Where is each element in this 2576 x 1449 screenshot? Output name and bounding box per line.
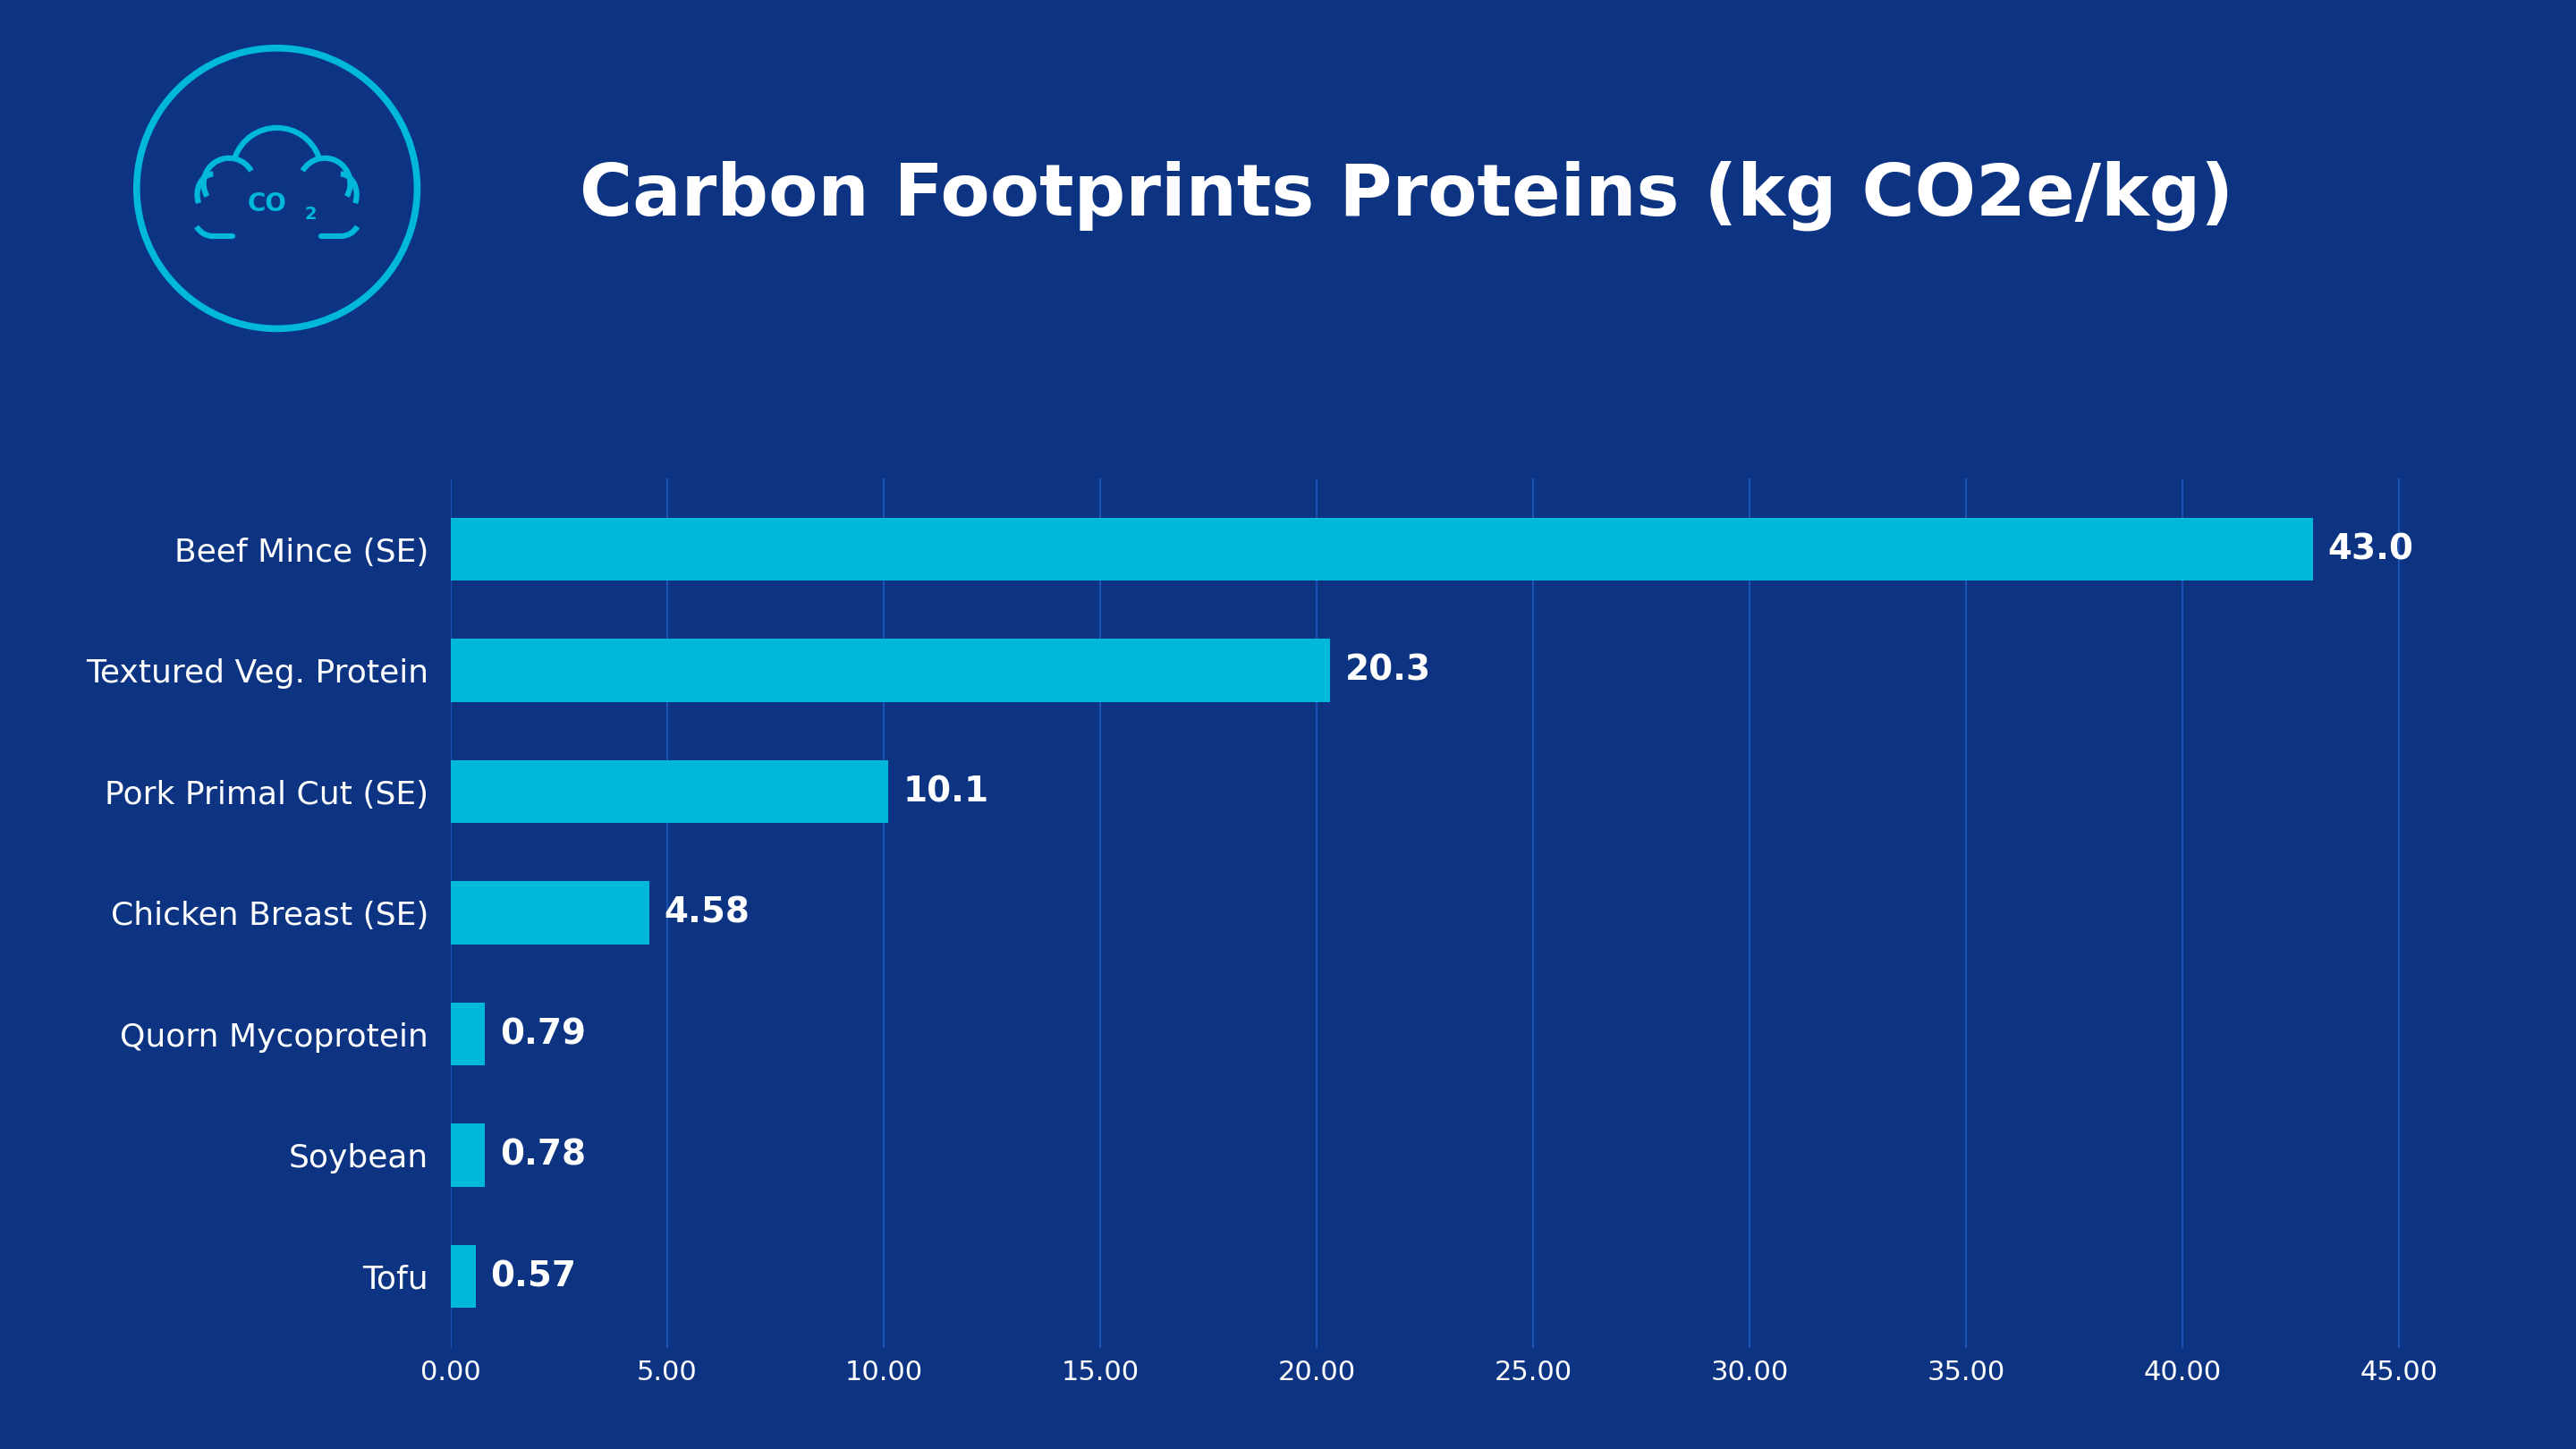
- Text: 10.1: 10.1: [904, 775, 989, 809]
- Bar: [451, 881, 649, 945]
- Bar: [451, 1003, 484, 1065]
- Text: 4.58: 4.58: [665, 895, 750, 930]
- Text: 2: 2: [304, 206, 317, 222]
- Bar: [451, 639, 1329, 701]
- Bar: [451, 761, 889, 823]
- Bar: [451, 1245, 477, 1308]
- Text: 20.3: 20.3: [1345, 653, 1430, 687]
- Text: 0.79: 0.79: [500, 1017, 585, 1051]
- Text: Carbon Footprints Proteins (kg CO2e/kg): Carbon Footprints Proteins (kg CO2e/kg): [580, 161, 2233, 230]
- Text: 0.78: 0.78: [500, 1139, 585, 1172]
- Text: 43.0: 43.0: [2329, 532, 2414, 567]
- Text: CO: CO: [247, 191, 286, 217]
- Text: 0.57: 0.57: [489, 1259, 577, 1294]
- Bar: [451, 517, 2313, 581]
- Bar: [451, 1124, 484, 1187]
